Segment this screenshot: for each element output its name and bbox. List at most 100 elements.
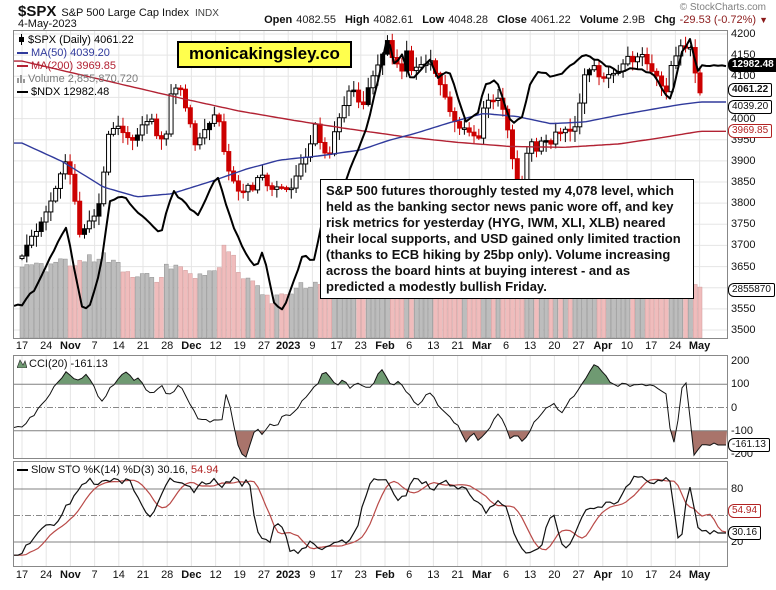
date-tick-label: 23 xyxy=(354,569,367,581)
cci-panel xyxy=(13,355,728,459)
volume-last-label: 2855870 xyxy=(728,282,775,297)
date-tick-label: Feb xyxy=(375,340,395,352)
cci-axis-label: 100 xyxy=(731,378,750,391)
date-tick-label: 14 xyxy=(112,569,125,581)
legend-price: $SPX (Daily) 4061.22 xyxy=(17,34,134,47)
quote-label-open: Open xyxy=(264,14,293,26)
date-tick-label: 19 xyxy=(233,569,246,581)
sto-line-icon xyxy=(17,469,28,472)
price-axis-label: 4000 xyxy=(731,112,756,125)
date-tick-label: 6 xyxy=(406,569,413,581)
date-tick-label: 21 xyxy=(136,340,150,352)
watermark: monicakingsley.co xyxy=(177,41,352,68)
date-tick-label: 28 xyxy=(161,569,174,581)
quote-value-open: 4082.55 xyxy=(296,14,336,26)
date-tick-label: Apr xyxy=(593,569,613,581)
date-tick-label: 10 xyxy=(620,569,634,581)
quote-label-volume: Volume xyxy=(579,14,619,26)
cci-plot xyxy=(13,356,727,458)
quote-value-low: 4048.28 xyxy=(448,14,488,26)
date-tick-label: Feb xyxy=(375,569,395,581)
date-tick-label: 6 xyxy=(406,340,413,352)
change-down-icon: ▼ xyxy=(759,15,768,25)
quote-value-volume: 2.9B xyxy=(622,14,646,26)
date-tick-label: May xyxy=(688,340,711,352)
date-tick-label: 27 xyxy=(572,340,585,352)
close-price-label: 4061.22 xyxy=(728,82,773,97)
date-tick-label: 2023 xyxy=(275,569,301,581)
legend-ma200: MA(200) 3969.85 xyxy=(17,60,116,73)
date-tick-label: 21 xyxy=(136,569,150,581)
date-tick-label: 23 xyxy=(354,340,367,352)
date-tick-label: 27 xyxy=(257,340,271,352)
price-axis-label: 3800 xyxy=(731,197,756,210)
price-axis-label: 3850 xyxy=(731,176,756,188)
quote-value-chg: -29.53 (-0.72%) xyxy=(679,14,757,26)
quote-label-close: Close xyxy=(496,14,527,26)
quote-value-high: 4082.61 xyxy=(373,14,414,26)
ma200-line-icon xyxy=(17,65,28,68)
date-tick-label: 27 xyxy=(257,569,271,581)
sto-d-line xyxy=(14,478,727,556)
date-tick-label: 17 xyxy=(645,569,658,581)
chart-date: 4-May-2023 xyxy=(18,18,77,30)
date-axis-bottom: 17 24 Nov 7 14 21 28 Dec 12 19 27 2023 9 17 23 Feb 6 13 21… xyxy=(13,569,728,582)
sto-axis-label: 80 xyxy=(731,483,744,495)
date-tick-label: 13 xyxy=(524,569,537,581)
date-tick-label: 13 xyxy=(427,569,440,581)
date-tick-label: 17 xyxy=(15,569,29,581)
quote-label-low: Low xyxy=(422,14,445,26)
cci-axis-label: -100 xyxy=(731,424,754,437)
date-tick-label: 2023 xyxy=(275,340,301,352)
date-tick-label: 21 xyxy=(451,569,464,581)
legend-volume: Volume 2,855,870,720 xyxy=(17,73,138,86)
date-axis-top: 17 24 Nov 7 14 21 28 Dec 12 19 27 2023 9 17 23 Feb 6 13 21… xyxy=(13,340,728,353)
legend-cci: CCI(20) -161.13 xyxy=(16,358,108,371)
date-tick-label: Apr xyxy=(593,340,613,352)
date-tick-label: 17 xyxy=(330,569,343,581)
date-tick-label: 12 xyxy=(209,340,222,352)
cci-line xyxy=(13,364,726,458)
date-tick-label: 17 xyxy=(15,340,29,352)
date-tick-label: 17 xyxy=(645,340,658,352)
legend-ndx: $NDX 12982.48 xyxy=(17,86,109,99)
date-tick-label: Mar xyxy=(472,569,492,581)
legend-sto: Slow STO %K(14) %D(3) 30.16, 54.94 xyxy=(17,464,219,477)
cci-area-icon xyxy=(16,359,28,369)
quote-value-close: 4061.22 xyxy=(530,14,571,26)
sto-k-last-label: 30.16 xyxy=(728,526,762,541)
price-axis-label: 3700 xyxy=(731,239,756,252)
price-axis-label: 3750 xyxy=(731,218,756,231)
annotation-box: S&P 500 futures thoroughly tested my 4,0… xyxy=(320,179,694,299)
date-tick-label: 14 xyxy=(112,340,125,352)
cci-last-label: -161.13 xyxy=(728,437,770,452)
candles xyxy=(19,33,703,263)
price-axis-label: 3500 xyxy=(731,324,756,336)
price-axis-label: 3650 xyxy=(731,260,756,273)
date-tick-label: 7 xyxy=(91,340,98,352)
ma200-price-label: 3969.85 xyxy=(728,124,773,139)
ma50-line-icon xyxy=(17,52,28,55)
date-tick-label: 17 xyxy=(330,340,343,352)
date-tick-label: 6 xyxy=(502,340,510,352)
date-tick-label: 27 xyxy=(572,569,585,581)
quote-label-high: High xyxy=(344,14,370,26)
date-tick-label: 24 xyxy=(40,569,53,581)
symbol-name: S&P 500 Large Cap Index xyxy=(61,7,189,19)
date-tick-label: 19 xyxy=(233,340,246,352)
date-tick-label: May xyxy=(688,569,711,581)
symbol: $SPX xyxy=(18,3,57,20)
date-tick-label: Dec xyxy=(181,569,202,581)
date-tick-label: Nov xyxy=(60,340,81,352)
stochastic-panel xyxy=(13,461,728,567)
ndx-line xyxy=(13,38,727,311)
date-tick-label: 13 xyxy=(524,340,537,352)
date-tick-label: 24 xyxy=(669,340,682,352)
price-axis-label: 3900 xyxy=(731,154,756,167)
sto-d-last-label: 54.94 xyxy=(728,504,762,519)
ndx-line-icon xyxy=(17,91,28,94)
date-tick-label: 6 xyxy=(502,569,510,581)
ma50-price-label: 4039.20 xyxy=(728,99,773,114)
cci-axis-label: 200 xyxy=(731,355,750,367)
